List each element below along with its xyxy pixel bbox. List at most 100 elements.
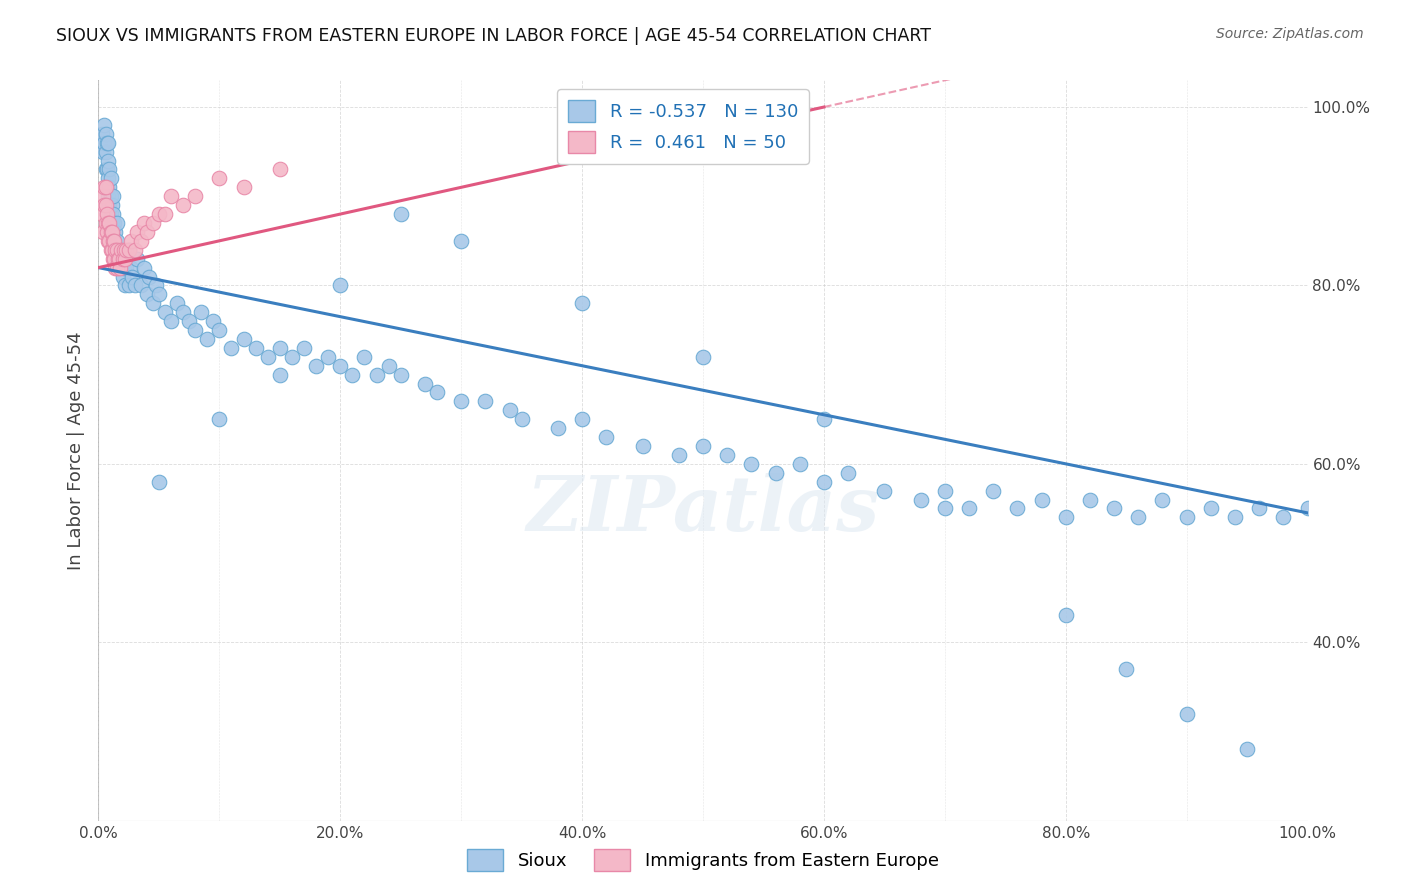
Point bbox=[145, 278, 167, 293]
Point bbox=[114, 252, 136, 266]
Point bbox=[112, 260, 135, 275]
Point bbox=[103, 252, 125, 266]
Point bbox=[232, 180, 254, 194]
Legend: Sioux, Immigrants from Eastern Europe: Sioux, Immigrants from Eastern Europe bbox=[460, 842, 946, 879]
Point bbox=[232, 332, 254, 346]
Point bbox=[281, 350, 304, 364]
Point bbox=[195, 332, 218, 346]
Point bbox=[547, 421, 569, 435]
Point bbox=[101, 234, 124, 248]
Point bbox=[208, 412, 231, 426]
Point bbox=[172, 305, 194, 319]
Point bbox=[148, 207, 170, 221]
Point bbox=[269, 341, 291, 355]
Point bbox=[91, 189, 114, 203]
Point bbox=[111, 269, 134, 284]
Point bbox=[342, 368, 364, 382]
Point bbox=[450, 234, 472, 248]
Point bbox=[1175, 510, 1198, 524]
Point bbox=[96, 136, 118, 150]
Point bbox=[98, 162, 121, 177]
Point bbox=[269, 368, 291, 382]
Point bbox=[221, 341, 243, 355]
Point bbox=[97, 136, 120, 150]
Point bbox=[692, 439, 714, 453]
Point bbox=[103, 216, 125, 230]
Point bbox=[910, 492, 932, 507]
Point bbox=[94, 127, 117, 141]
Point bbox=[100, 207, 122, 221]
Point bbox=[118, 243, 141, 257]
Point bbox=[957, 501, 980, 516]
Point bbox=[115, 243, 138, 257]
Point bbox=[153, 207, 176, 221]
Point bbox=[353, 350, 375, 364]
Point bbox=[97, 216, 120, 230]
Point bbox=[103, 234, 125, 248]
Point bbox=[108, 260, 131, 275]
Point bbox=[389, 368, 412, 382]
Point bbox=[692, 350, 714, 364]
Point bbox=[571, 412, 593, 426]
Point bbox=[789, 457, 811, 471]
Point bbox=[1199, 501, 1222, 516]
Point bbox=[142, 216, 165, 230]
Point bbox=[101, 252, 124, 266]
Point bbox=[138, 269, 160, 284]
Point bbox=[1078, 492, 1101, 507]
Point bbox=[1175, 706, 1198, 721]
Point bbox=[118, 243, 141, 257]
Point bbox=[112, 243, 135, 257]
Point bbox=[190, 305, 212, 319]
Point bbox=[498, 403, 520, 417]
Point bbox=[366, 368, 388, 382]
Point bbox=[668, 448, 690, 462]
Text: Source: ZipAtlas.com: Source: ZipAtlas.com bbox=[1216, 27, 1364, 41]
Point bbox=[1102, 501, 1125, 516]
Point bbox=[105, 260, 128, 275]
Point bbox=[1249, 501, 1271, 516]
Point bbox=[127, 252, 149, 266]
Point bbox=[316, 350, 339, 364]
Point bbox=[873, 483, 896, 498]
Point bbox=[292, 341, 315, 355]
Point bbox=[107, 243, 129, 257]
Point bbox=[595, 430, 617, 444]
Point bbox=[377, 359, 399, 373]
Point bbox=[105, 243, 128, 257]
Point bbox=[124, 278, 146, 293]
Point bbox=[127, 225, 149, 239]
Point bbox=[100, 225, 122, 239]
Point bbox=[91, 127, 114, 141]
Point bbox=[153, 305, 176, 319]
Point bbox=[202, 314, 225, 328]
Point bbox=[269, 162, 291, 177]
Point bbox=[94, 216, 117, 230]
Point bbox=[93, 180, 115, 194]
Point bbox=[474, 394, 496, 409]
Point bbox=[97, 234, 120, 248]
Point bbox=[716, 448, 738, 462]
Point bbox=[100, 243, 122, 257]
Point bbox=[172, 198, 194, 212]
Point bbox=[1152, 492, 1174, 507]
Point bbox=[208, 323, 231, 337]
Point bbox=[96, 180, 118, 194]
Point bbox=[934, 483, 956, 498]
Text: SIOUX VS IMMIGRANTS FROM EASTERN EUROPE IN LABOR FORCE | AGE 45-54 CORRELATION C: SIOUX VS IMMIGRANTS FROM EASTERN EUROPE … bbox=[56, 27, 931, 45]
Point bbox=[104, 225, 127, 239]
Point bbox=[765, 466, 787, 480]
Point bbox=[93, 118, 115, 132]
Point bbox=[108, 252, 131, 266]
Point bbox=[96, 207, 118, 221]
Point bbox=[631, 439, 654, 453]
Point bbox=[94, 180, 117, 194]
Point bbox=[91, 225, 114, 239]
Point bbox=[94, 162, 117, 177]
Point bbox=[813, 412, 835, 426]
Point bbox=[91, 145, 114, 159]
Point bbox=[135, 225, 157, 239]
Point bbox=[96, 162, 118, 177]
Point bbox=[115, 260, 138, 275]
Point bbox=[101, 225, 124, 239]
